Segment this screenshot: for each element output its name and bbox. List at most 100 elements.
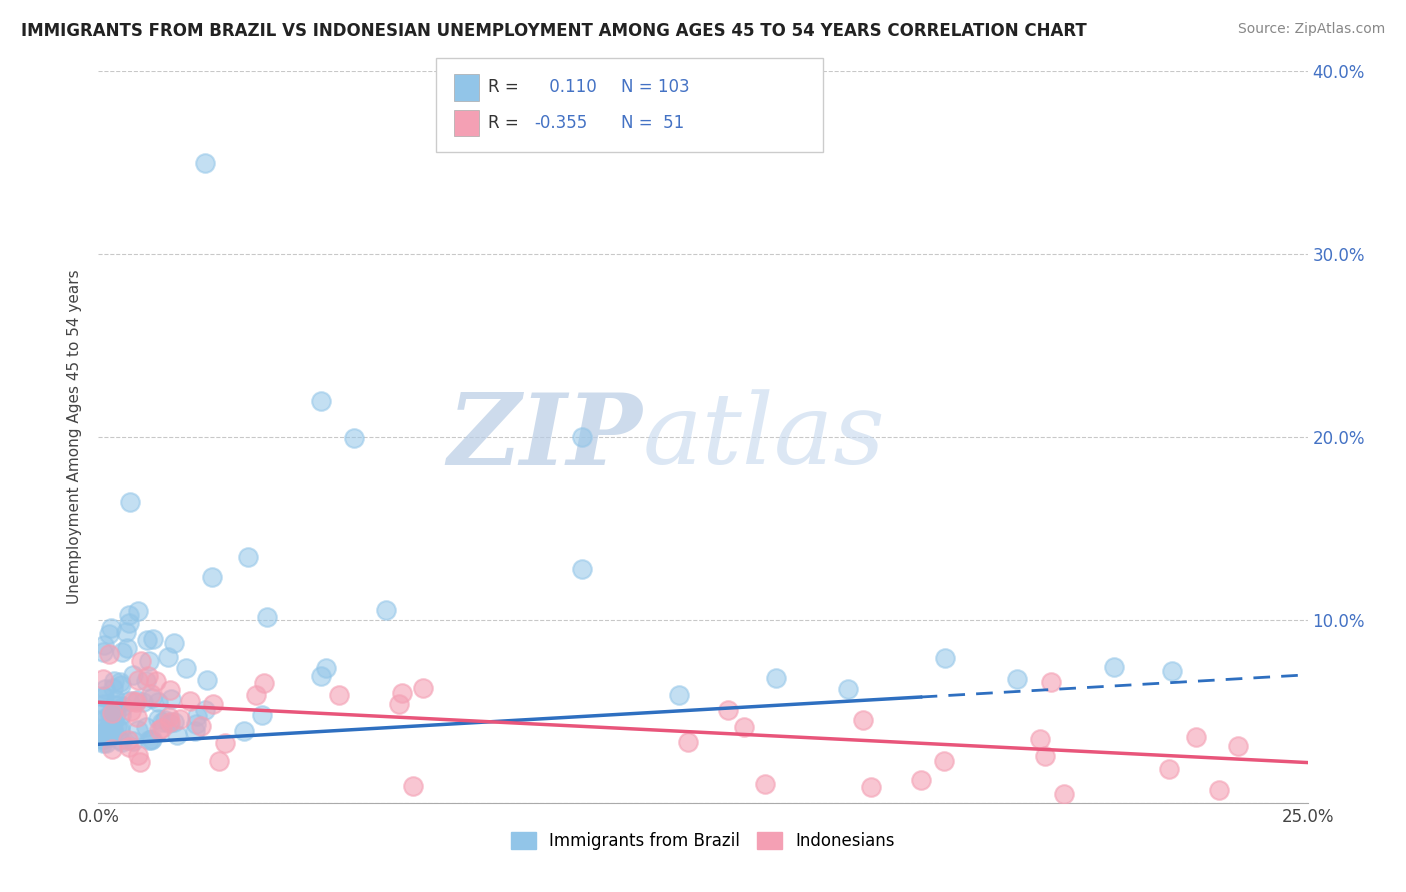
Point	[202, 697, 225, 711]
Point	[934, 754, 956, 768]
Point	[125, 695, 148, 709]
Point	[91, 689, 114, 703]
Legend: Immigrants from Brazil, Indonesians: Immigrants from Brazil, Indonesians	[505, 825, 901, 856]
Point	[141, 731, 163, 746]
Point	[100, 721, 122, 735]
Point	[110, 733, 132, 747]
Text: -0.355: -0.355	[534, 114, 588, 132]
Point	[1029, 731, 1052, 746]
Point	[103, 727, 125, 741]
Text: atlas: atlas	[643, 390, 886, 484]
Point	[111, 699, 134, 714]
Point	[1040, 674, 1063, 689]
Point	[184, 716, 207, 731]
Point	[117, 641, 139, 656]
Point	[1033, 748, 1056, 763]
Point	[253, 675, 276, 690]
Point	[100, 742, 122, 756]
Point	[117, 693, 139, 707]
Point	[179, 694, 201, 708]
Point	[114, 624, 136, 639]
Point	[129, 654, 152, 668]
Point	[93, 721, 115, 735]
Point	[132, 695, 155, 709]
Point	[401, 779, 423, 793]
Point	[190, 719, 212, 733]
Text: R =: R =	[488, 114, 519, 132]
Point	[157, 710, 180, 724]
Point	[186, 709, 208, 723]
Point	[91, 712, 114, 726]
Point	[127, 673, 149, 687]
Text: IMMIGRANTS FROM BRAZIL VS INDONESIAN UNEMPLOYMENT AMONG AGES 45 TO 54 YEARS CORR: IMMIGRANTS FROM BRAZIL VS INDONESIAN UNE…	[21, 22, 1087, 40]
Point	[174, 660, 197, 674]
Point	[163, 714, 186, 729]
Point	[159, 692, 181, 706]
Point	[169, 712, 191, 726]
Point	[93, 639, 115, 653]
Point	[127, 604, 149, 618]
Point	[148, 723, 170, 738]
Point	[148, 695, 170, 709]
Point	[98, 719, 121, 733]
Text: 0.110: 0.110	[544, 78, 598, 95]
Point	[117, 733, 139, 747]
Point	[121, 668, 143, 682]
Point	[195, 673, 218, 687]
Point	[571, 430, 593, 444]
Point	[166, 728, 188, 742]
Point	[105, 720, 128, 734]
Point	[91, 732, 114, 747]
Point	[110, 678, 132, 692]
Point	[155, 713, 177, 727]
Point	[91, 729, 114, 743]
Point	[91, 726, 114, 740]
Point	[125, 709, 148, 723]
Point	[108, 719, 131, 733]
Point	[101, 681, 124, 695]
Text: N = 103: N = 103	[621, 78, 690, 95]
Point	[159, 715, 181, 730]
Point	[163, 636, 186, 650]
Point	[136, 633, 159, 648]
Point	[852, 713, 875, 727]
Point	[236, 550, 259, 565]
Point	[111, 735, 134, 749]
Point	[146, 712, 169, 726]
Point	[120, 704, 142, 718]
Point	[391, 685, 413, 699]
Point	[107, 698, 129, 713]
Point	[233, 724, 256, 739]
Point	[98, 723, 121, 738]
Point	[91, 733, 114, 747]
Point	[91, 714, 114, 729]
Point	[934, 651, 956, 665]
Point	[121, 694, 143, 708]
Point	[100, 706, 122, 721]
Point	[101, 725, 124, 739]
Point	[1208, 783, 1230, 797]
Point	[1185, 730, 1208, 744]
Point	[201, 570, 224, 584]
Y-axis label: Unemployment Among Ages 45 to 54 years: Unemployment Among Ages 45 to 54 years	[67, 269, 83, 605]
Text: Source: ZipAtlas.com: Source: ZipAtlas.com	[1237, 22, 1385, 37]
Point	[859, 780, 882, 794]
Point	[910, 773, 932, 788]
Point	[159, 683, 181, 698]
Point	[104, 698, 127, 713]
Point	[91, 673, 114, 687]
Point	[98, 627, 121, 641]
Point	[110, 708, 132, 723]
Point	[754, 776, 776, 790]
Point	[127, 692, 149, 706]
Point	[111, 645, 134, 659]
Point	[141, 687, 163, 701]
Point	[135, 720, 157, 734]
Point	[184, 724, 207, 739]
Point	[98, 707, 121, 722]
Point	[118, 495, 141, 509]
Point	[717, 703, 740, 717]
Text: N =  51: N = 51	[621, 114, 685, 132]
Point	[315, 661, 337, 675]
Point	[118, 607, 141, 622]
